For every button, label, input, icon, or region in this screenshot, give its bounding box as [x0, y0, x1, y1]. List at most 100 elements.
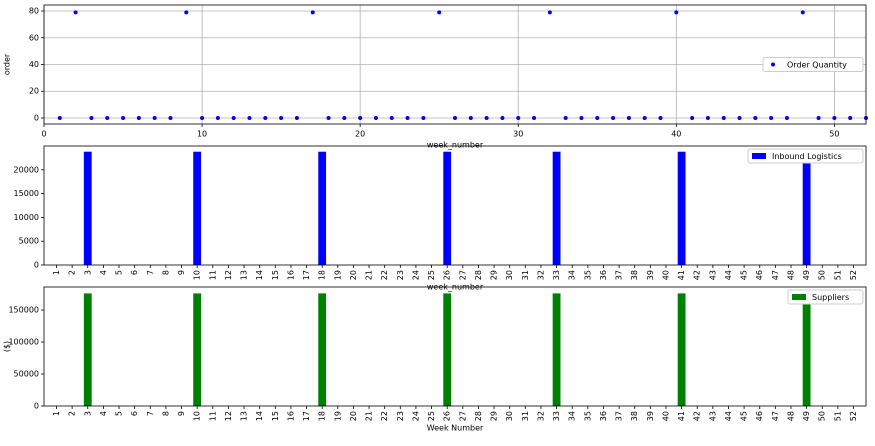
x-axis-label: Week Number [427, 424, 484, 433]
x-tick-label: 20 [349, 270, 358, 280]
x-tick-label: 46 [755, 270, 764, 280]
point [358, 115, 363, 120]
x-tick-label: 44 [724, 270, 733, 280]
point [310, 10, 315, 15]
x-tick-label: 45 [740, 270, 749, 280]
x-tick-label: 22 [380, 270, 389, 280]
x-tick-label: 30 [513, 130, 523, 139]
legend-label: Inbound Logistics [772, 152, 842, 161]
x-tick-label: 19 [333, 411, 342, 421]
y-tick-label: 5000 [19, 237, 39, 246]
x-tick-label: 17 [302, 411, 311, 421]
point [326, 115, 331, 120]
point [453, 115, 457, 120]
x-tick-label: 35 [583, 411, 592, 421]
x-tick-label: 7 [146, 411, 155, 416]
point [516, 115, 521, 120]
x-tick-label: 19 [333, 270, 342, 280]
bar [443, 293, 452, 406]
legend-box [747, 148, 864, 164]
legend-marker [771, 62, 775, 67]
x-tick-label: 33 [552, 411, 561, 421]
x-tick-label: 50 [818, 411, 827, 421]
x-tick-label: 13 [240, 411, 249, 421]
x-tick-label: 47 [771, 411, 780, 421]
x-tick-label: 31 [521, 411, 530, 421]
point [658, 115, 663, 120]
x-tick-label: 12 [224, 411, 233, 421]
x-tick-label: 15 [271, 411, 280, 421]
point [168, 115, 173, 120]
legend-marker [752, 153, 766, 159]
x-tick-label: 34 [568, 411, 577, 421]
x-tick-label: 35 [583, 270, 592, 280]
x-tick-label: 20 [349, 411, 358, 421]
x-tick-label: 49 [802, 270, 811, 280]
x-tick-label: 46 [755, 411, 764, 421]
bar [677, 293, 686, 406]
y-axis-label: order [3, 53, 12, 75]
point [421, 115, 426, 120]
point [437, 10, 442, 15]
x-tick-label: 23 [396, 411, 405, 421]
x-tick-label: 48 [786, 411, 795, 421]
x-tick-label: 32 [536, 411, 545, 421]
x-tick-label: 43 [708, 411, 717, 421]
y-tick-label: 15000 [14, 189, 39, 198]
point [373, 115, 378, 120]
x-tick-label: 27 [458, 411, 467, 421]
x-tick-label: 1 [52, 270, 61, 275]
x-tick-label: 29 [490, 411, 499, 421]
legend-box [762, 57, 864, 72]
point [89, 115, 94, 120]
point [595, 115, 600, 120]
x-tick-label: 24 [411, 270, 420, 280]
x-tick-label: 52 [849, 411, 858, 421]
x-tick-label: 50 [829, 130, 839, 139]
bar [802, 293, 811, 406]
x-tick-label: 21 [365, 270, 374, 280]
x-tick-label: 17 [302, 270, 311, 280]
point [816, 115, 821, 120]
x-tick-label: 11 [208, 270, 217, 280]
x-tick-label: 18 [318, 270, 327, 280]
point [832, 115, 837, 120]
point [136, 115, 141, 120]
x-tick-label: 49 [802, 411, 811, 421]
point [500, 115, 505, 120]
x-tick-label: 50 [818, 270, 827, 280]
x-tick-label: 2 [68, 270, 77, 275]
point [674, 10, 679, 15]
x-tick-label: 24 [411, 411, 420, 421]
bar [443, 151, 452, 265]
x-tick-label: 32 [536, 270, 545, 280]
x-tick-label: 36 [599, 411, 608, 421]
point [690, 115, 695, 120]
x-tick-label: 5 [115, 270, 124, 275]
y-tick-label: 60 [29, 33, 39, 42]
x-tick-label: 18 [318, 411, 327, 421]
x-tick-label: 31 [521, 270, 530, 280]
x-tick-label: 41 [677, 270, 686, 280]
bar [552, 151, 561, 265]
x-tick-label: 10 [193, 411, 202, 421]
y-tick-label: 10000 [14, 213, 39, 222]
point [405, 115, 410, 120]
x-tick-label: 26 [443, 411, 452, 421]
x-tick-label: 0 [41, 130, 46, 139]
x-tick-label: 52 [849, 270, 858, 280]
x-tick-label: 45 [740, 411, 749, 421]
y-tick-label: 20 [29, 87, 39, 96]
x-tick-label: 21 [365, 411, 374, 421]
point [626, 115, 631, 120]
legend-marker [792, 294, 806, 300]
y-tick-label: 100000 [8, 338, 39, 347]
x-tick-label: 1 [52, 411, 61, 416]
point [73, 10, 78, 15]
x-tick-label: 6 [130, 411, 139, 416]
plot-frame [43, 4, 867, 125]
x-tick-label: 10 [193, 270, 202, 280]
plot-frame [43, 286, 867, 407]
x-tick-label: 43 [708, 270, 717, 280]
